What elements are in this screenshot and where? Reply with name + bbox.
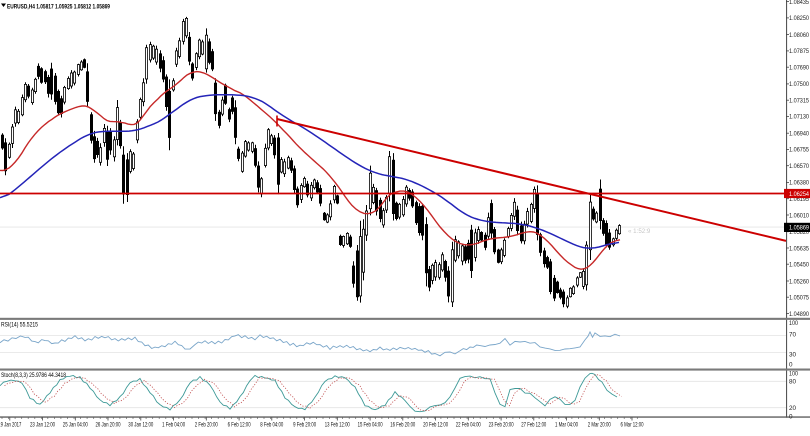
- svg-text:1.04890: 1.04890: [789, 311, 809, 318]
- svg-text:1.05635: 1.05635: [789, 245, 809, 252]
- svg-text:0: 0: [789, 362, 793, 369]
- svg-text:1.06010: 1.06010: [789, 212, 809, 219]
- svg-text:8 Feb 04:00: 8 Feb 04:00: [260, 422, 283, 429]
- svg-text:1 Mar 04:00: 1 Mar 04:00: [555, 422, 578, 429]
- svg-text:2 Feb 20:00: 2 Feb 20:00: [195, 422, 218, 429]
- svg-text:1.05260: 1.05260: [789, 278, 809, 285]
- svg-text:13 Feb 12:00: 13 Feb 12:00: [325, 422, 350, 429]
- svg-text:70: 70: [789, 332, 797, 339]
- svg-text:1.08250: 1.08250: [789, 15, 809, 22]
- svg-text:1.05075: 1.05075: [789, 295, 809, 302]
- svg-text:1.07500: 1.07500: [789, 81, 809, 88]
- svg-text:22 Feb 04:00: 22 Feb 04:00: [456, 422, 481, 429]
- svg-text:1.05820: 1.05820: [789, 229, 809, 236]
- svg-text:6 Feb 12:00: 6 Feb 12:00: [228, 422, 251, 429]
- svg-text:1.06940: 1.06940: [789, 131, 809, 138]
- svg-text:26 Jan 20:00: 26 Jan 20:00: [96, 422, 121, 429]
- svg-text:23 Jan 12:00: 23 Jan 12:00: [30, 422, 55, 429]
- svg-text:1.06380: 1.06380: [789, 180, 809, 187]
- svg-text:RSI(14) 55.5215: RSI(14) 55.5215: [1, 322, 38, 329]
- svg-text:15 Feb 04:00: 15 Feb 04:00: [358, 422, 383, 429]
- svg-text:EURUSD,H4 1.05817 1.05925 1.05: EURUSD,H4 1.05817 1.05925 1.05812 1.0586…: [7, 4, 110, 11]
- svg-text:Stoch(8,3,3) 25.9786 44.3418: Stoch(8,3,3) 25.9786 44.3418: [1, 372, 66, 379]
- svg-text:25 Jan 04:00: 25 Jan 04:00: [63, 422, 88, 429]
- svg-text:1.06755: 1.06755: [789, 147, 809, 154]
- svg-text:1.07130: 1.07130: [789, 114, 809, 121]
- svg-text:16 Feb 20:00: 16 Feb 20:00: [390, 422, 415, 429]
- svg-text:80: 80: [789, 379, 797, 386]
- svg-text:1.06254: 1.06254: [789, 191, 809, 198]
- svg-text:100: 100: [789, 320, 798, 327]
- svg-text:1.05869: 1.05869: [789, 225, 809, 232]
- svg-text:« 1:52:9: « 1:52:9: [628, 228, 651, 235]
- svg-text:1.06570: 1.06570: [789, 163, 809, 170]
- svg-text:0: 0: [789, 414, 793, 421]
- svg-text:20 Feb 12:00: 20 Feb 12:00: [423, 422, 448, 429]
- svg-text:27 Feb 12:00: 27 Feb 12:00: [521, 422, 546, 429]
- svg-text:1.08060: 1.08060: [789, 32, 809, 39]
- svg-text:9 Feb 20:00: 9 Feb 20:00: [293, 422, 316, 429]
- svg-text:1.06195: 1.06195: [789, 196, 809, 203]
- svg-text:30 Jan 12:00: 30 Jan 12:00: [128, 422, 153, 429]
- svg-text:6 Mar 12:00: 6 Mar 12:00: [621, 422, 644, 429]
- svg-text:1.07875: 1.07875: [789, 48, 809, 55]
- svg-text:30: 30: [789, 352, 797, 359]
- svg-text:2 Mar 20:00: 2 Mar 20:00: [588, 422, 611, 429]
- svg-text:1.07315: 1.07315: [789, 98, 809, 105]
- svg-text:19 Jan 2017: 19 Jan 2017: [0, 422, 22, 429]
- svg-text:100: 100: [789, 371, 798, 378]
- svg-text:1.07690: 1.07690: [789, 65, 809, 72]
- svg-text:1.08435: 1.08435: [789, 0, 809, 6]
- svg-text:23 Feb 20:00: 23 Feb 20:00: [489, 422, 514, 429]
- svg-text:20: 20: [789, 405, 797, 412]
- svg-text:1 Feb 04:00: 1 Feb 04:00: [162, 422, 185, 429]
- svg-text:1.05450: 1.05450: [789, 262, 809, 269]
